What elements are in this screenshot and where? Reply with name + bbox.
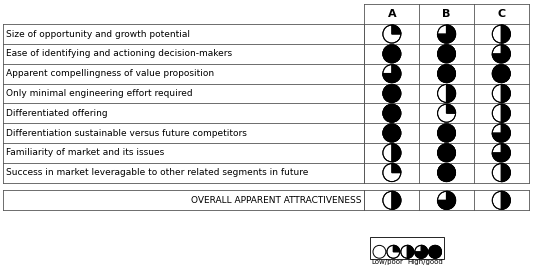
Ellipse shape xyxy=(492,45,511,63)
Text: B: B xyxy=(442,9,451,19)
Ellipse shape xyxy=(492,191,511,209)
Ellipse shape xyxy=(437,104,456,122)
Text: A: A xyxy=(388,9,396,19)
Ellipse shape xyxy=(383,104,401,122)
Text: High/good: High/good xyxy=(407,259,443,265)
Text: OVERALL APPARENT ATTRACTIVENESS: OVERALL APPARENT ATTRACTIVENESS xyxy=(191,196,362,205)
Ellipse shape xyxy=(383,85,401,102)
Ellipse shape xyxy=(383,65,401,83)
Ellipse shape xyxy=(437,124,456,142)
Ellipse shape xyxy=(373,245,386,258)
Polygon shape xyxy=(492,124,511,142)
Polygon shape xyxy=(407,245,414,258)
Polygon shape xyxy=(392,144,401,162)
Ellipse shape xyxy=(429,245,442,258)
Ellipse shape xyxy=(383,45,401,63)
Ellipse shape xyxy=(437,164,456,182)
Ellipse shape xyxy=(437,85,456,102)
Text: Low/poor: Low/poor xyxy=(372,259,403,265)
Ellipse shape xyxy=(437,25,456,43)
Ellipse shape xyxy=(492,65,511,83)
Text: Differentiation sustainable versus future competitors: Differentiation sustainable versus futur… xyxy=(6,128,247,137)
Polygon shape xyxy=(415,245,428,258)
Ellipse shape xyxy=(437,144,456,162)
Polygon shape xyxy=(446,85,456,102)
Polygon shape xyxy=(394,245,400,252)
Ellipse shape xyxy=(492,144,511,162)
Ellipse shape xyxy=(387,245,400,258)
Polygon shape xyxy=(392,191,401,209)
Polygon shape xyxy=(501,85,511,102)
Polygon shape xyxy=(501,164,511,182)
Polygon shape xyxy=(392,164,401,173)
Ellipse shape xyxy=(383,124,401,142)
Ellipse shape xyxy=(383,104,401,122)
Ellipse shape xyxy=(437,45,456,63)
Text: Ease of identifying and actioning decision-makers: Ease of identifying and actioning decisi… xyxy=(6,49,232,58)
Ellipse shape xyxy=(383,124,401,142)
Ellipse shape xyxy=(383,164,401,182)
Text: Success in market leveragable to other related segments in future: Success in market leveragable to other r… xyxy=(6,168,309,177)
Ellipse shape xyxy=(492,104,511,122)
Bar xyxy=(371,237,444,259)
Polygon shape xyxy=(392,25,401,34)
Text: Differentiated offering: Differentiated offering xyxy=(6,109,108,118)
Ellipse shape xyxy=(383,144,401,162)
Ellipse shape xyxy=(492,164,511,182)
Polygon shape xyxy=(492,144,511,162)
Polygon shape xyxy=(501,25,511,43)
Polygon shape xyxy=(446,104,456,113)
Text: Size of opportunity and growth potential: Size of opportunity and growth potential xyxy=(6,30,190,38)
Polygon shape xyxy=(501,104,511,122)
Ellipse shape xyxy=(437,65,456,83)
Text: Only minimal engineering effort required: Only minimal engineering effort required xyxy=(6,89,193,98)
Ellipse shape xyxy=(437,45,456,63)
Ellipse shape xyxy=(401,245,414,258)
Polygon shape xyxy=(501,191,511,209)
Ellipse shape xyxy=(492,124,511,142)
Text: C: C xyxy=(497,9,505,19)
Ellipse shape xyxy=(437,164,456,182)
Ellipse shape xyxy=(437,124,456,142)
Text: Apparent compellingness of value proposition: Apparent compellingness of value proposi… xyxy=(6,69,215,78)
Ellipse shape xyxy=(429,245,442,258)
Polygon shape xyxy=(383,65,401,83)
Ellipse shape xyxy=(383,45,401,63)
Ellipse shape xyxy=(415,245,428,258)
Text: Familiarity of market and its issues: Familiarity of market and its issues xyxy=(6,148,164,157)
Ellipse shape xyxy=(437,144,456,162)
Ellipse shape xyxy=(383,25,401,43)
Ellipse shape xyxy=(492,85,511,102)
Polygon shape xyxy=(437,191,456,209)
Ellipse shape xyxy=(437,65,456,83)
Polygon shape xyxy=(437,25,456,43)
Ellipse shape xyxy=(437,191,456,209)
Ellipse shape xyxy=(492,65,511,83)
Polygon shape xyxy=(492,45,511,63)
Ellipse shape xyxy=(383,85,401,102)
Ellipse shape xyxy=(383,191,401,209)
Ellipse shape xyxy=(492,25,511,43)
